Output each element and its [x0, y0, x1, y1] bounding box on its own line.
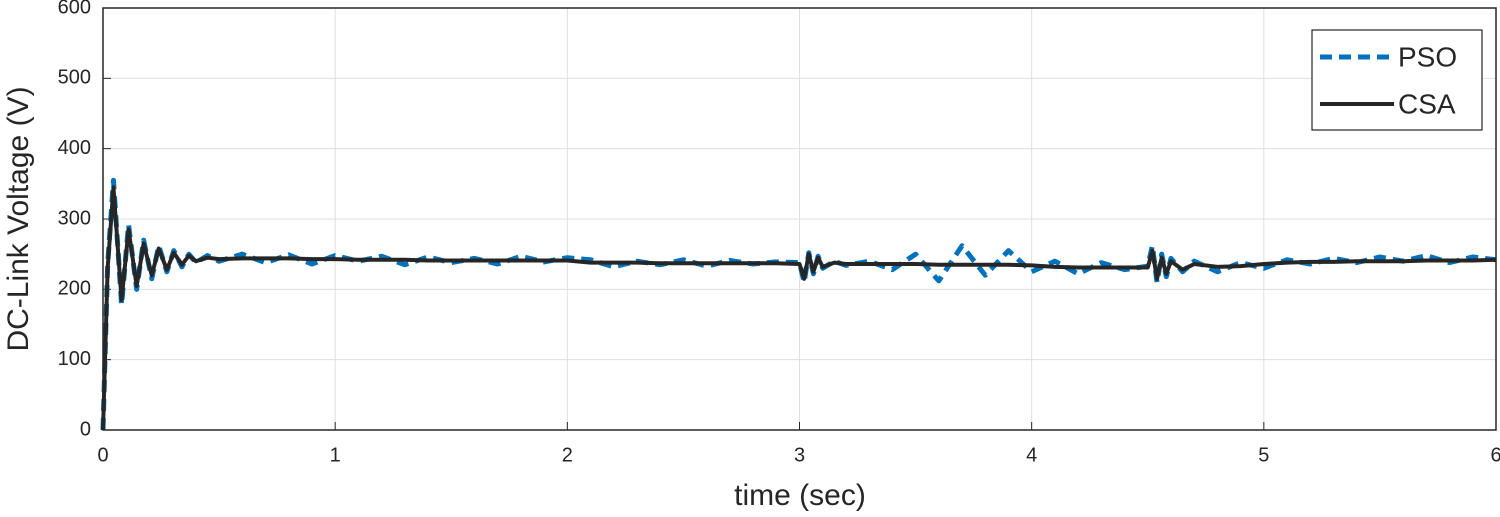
- x-tick-label: 2: [562, 444, 573, 466]
- y-tick-label: 600: [58, 0, 91, 18]
- line-series: [101, 185, 1497, 431]
- y-tick-label: 500: [58, 67, 91, 89]
- y-tick-label: 300: [58, 207, 91, 229]
- y-tick-label: 400: [58, 137, 91, 159]
- x-tick-label: 0: [97, 444, 108, 466]
- y-axis-title: DC-Link Voltage (V): [2, 86, 35, 351]
- legend: PSO CSA: [1311, 29, 1483, 131]
- legend-label: PSO: [1398, 41, 1457, 72]
- x-tick-label: 6: [1490, 444, 1500, 466]
- x-tick-label: 1: [330, 444, 341, 466]
- legend-box: [1311, 29, 1483, 131]
- x-axis-title: time (sec): [734, 479, 866, 512]
- x-tick-label: 4: [1026, 444, 1037, 466]
- legend-label: CSA: [1398, 88, 1456, 119]
- x-tick-label: 3: [794, 444, 805, 466]
- y-tick-label: 100: [58, 348, 91, 370]
- plot-border: [102, 7, 1497, 431]
- y-tick-label: 200: [58, 278, 91, 300]
- y-tick-label: 0: [80, 418, 91, 440]
- x-tick-label: 5: [1258, 444, 1269, 466]
